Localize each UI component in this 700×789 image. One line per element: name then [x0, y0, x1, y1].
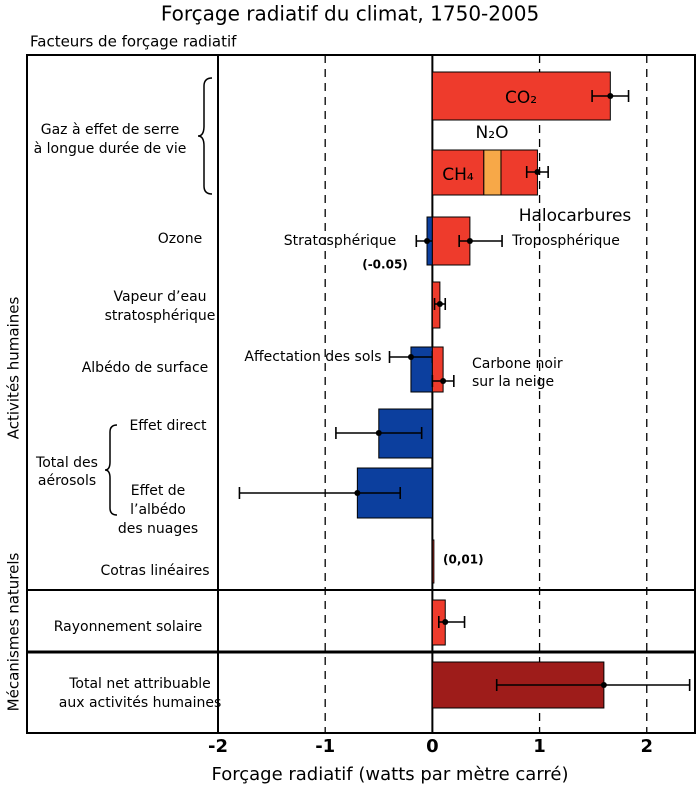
group-label: Gaz à effet de serre — [41, 122, 180, 138]
error-point — [534, 169, 541, 175]
bar — [431, 71, 611, 121]
bar-name: Affectation des sols — [244, 349, 381, 365]
error-point — [354, 490, 361, 496]
bar — [410, 346, 433, 393]
group-label: Total des — [35, 455, 98, 471]
row-label: l’albédo — [130, 502, 186, 518]
row-label: Vapeur d’eau — [113, 289, 206, 305]
bar — [483, 149, 502, 196]
bar — [431, 149, 485, 196]
bar-name: sur la neige — [472, 374, 554, 390]
error-point — [436, 301, 443, 307]
x-tick-label: -2 — [208, 736, 228, 757]
bar-name: CO₂ — [505, 88, 537, 108]
error-point — [466, 238, 473, 244]
row-label: aux activités humaines — [59, 695, 222, 711]
bar-name: Halocarbures — [519, 206, 632, 226]
brace — [197, 77, 213, 195]
brace — [104, 424, 118, 516]
group-label: à longue durée de vie — [34, 141, 187, 157]
group-label: aérosols — [38, 473, 96, 489]
row-label: Total net attribuable — [68, 676, 211, 692]
x-tick-label: 2 — [640, 736, 653, 757]
side-label: Activités humaines — [5, 297, 23, 440]
bar-name: N₂O — [476, 123, 509, 143]
frame — [26, 54, 696, 734]
x-tick-label: -1 — [315, 736, 335, 757]
row-label: des nuages — [118, 521, 198, 537]
row-label: Cotras linéaires — [101, 563, 210, 579]
row-label: Effet direct — [129, 418, 207, 434]
row-label: Albédo de surface — [82, 360, 209, 376]
bar — [431, 346, 444, 393]
bar-name: Stratosphérique — [284, 233, 396, 249]
bar-name: Carbone noir — [472, 356, 563, 372]
header: Facteurs de forçage radiatif — [30, 33, 237, 51]
error-point — [442, 619, 449, 625]
bar — [431, 539, 435, 584]
value-label: (0,01) — [443, 553, 484, 567]
error-point — [424, 238, 431, 244]
x-tick-label: 0 — [426, 736, 439, 757]
row-label: Rayonnement solaire — [54, 619, 203, 635]
chart-title: Forçage radiatif du climat, 1750-2005 — [161, 2, 539, 26]
row-label: stratosphérique — [105, 308, 216, 324]
x-tick-label: 1 — [533, 736, 546, 757]
error-point — [600, 682, 607, 688]
side-label: Mécanismes naturels — [5, 552, 23, 711]
row-label: Ozone — [158, 231, 202, 247]
error-point — [440, 378, 447, 384]
bar-name: Troposphérique — [511, 233, 620, 249]
row-label: Effet de — [131, 483, 186, 499]
bar — [500, 149, 538, 196]
bar-name: CH₄ — [442, 165, 474, 185]
value-label: (-0.05) — [362, 258, 408, 272]
x-axis-label: Forçage radiatif (watts par mètre carré) — [211, 764, 568, 785]
error-point — [607, 93, 614, 99]
error-point — [375, 430, 382, 436]
error-point — [407, 354, 414, 360]
